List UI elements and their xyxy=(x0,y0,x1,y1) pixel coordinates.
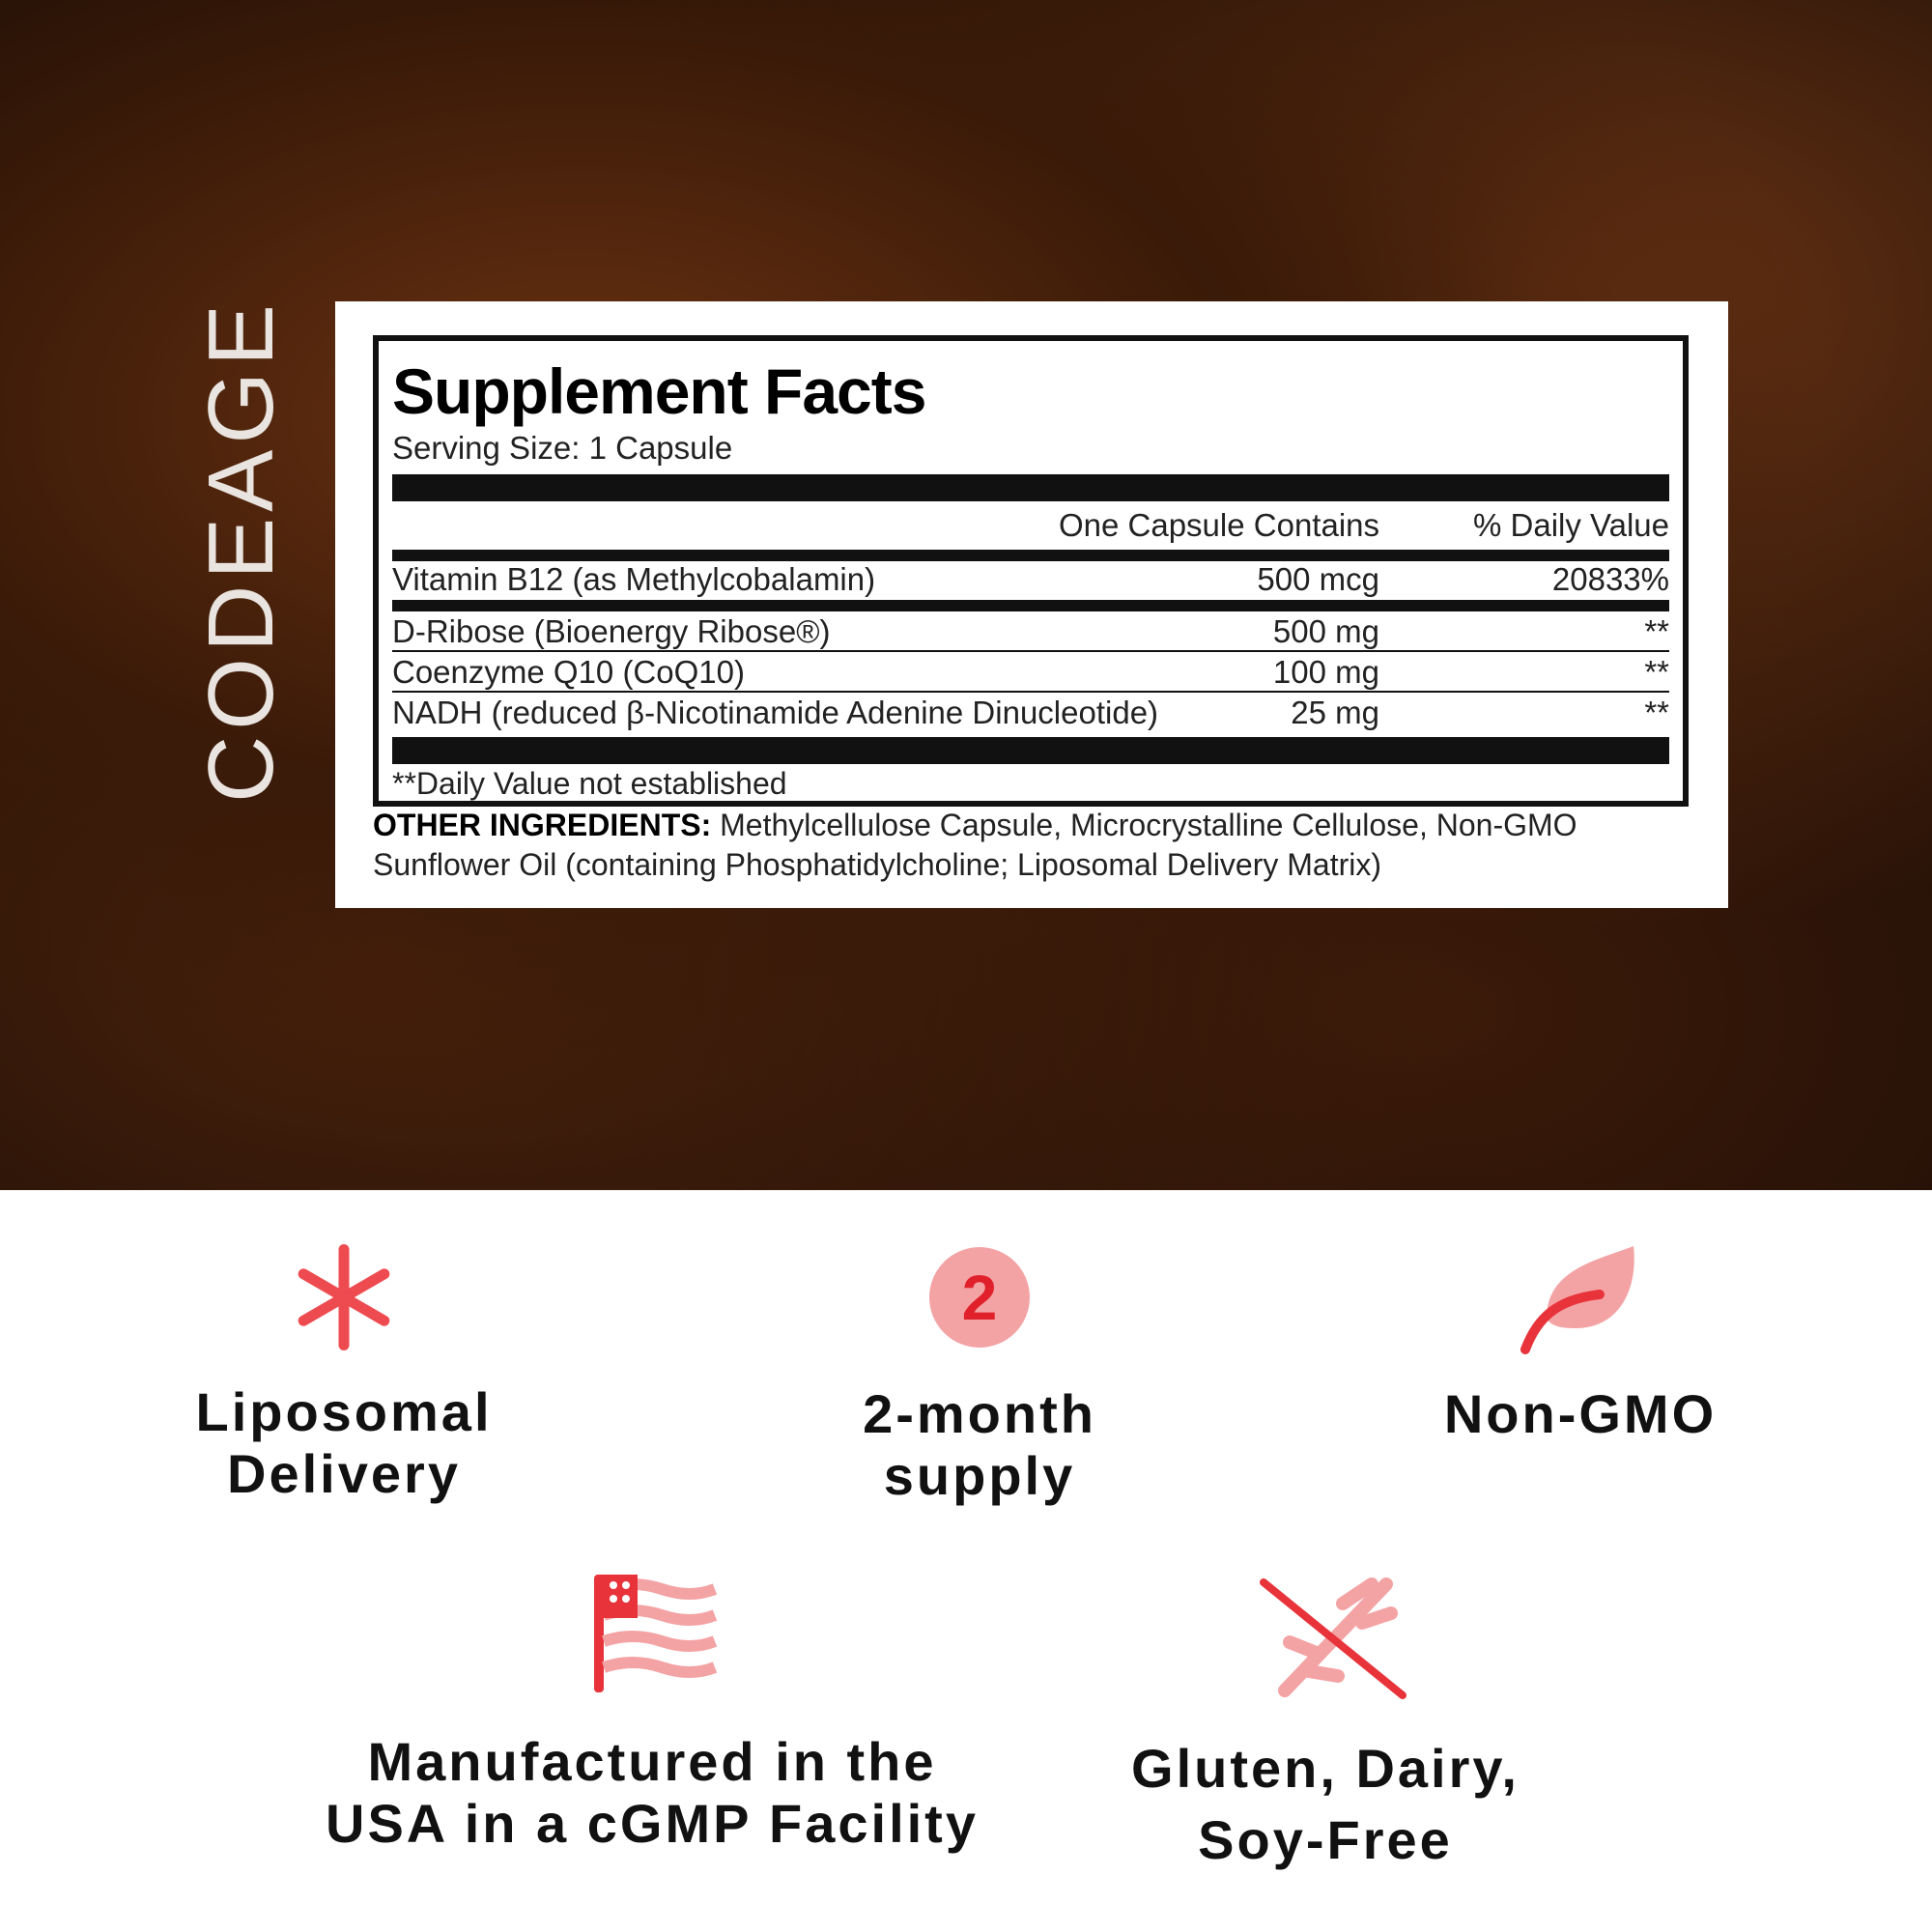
usa-flag-icon xyxy=(594,1575,718,1692)
table-row: Vitamin B12 (as Methylcobalamin) 500 mcg… xyxy=(392,561,1669,600)
divider-bar xyxy=(392,550,1669,561)
feature-line: Manufactured in the xyxy=(367,1731,937,1792)
number-2-icon: 2 xyxy=(929,1247,1030,1348)
feature-line: USA in a cGMP Facility xyxy=(326,1793,979,1854)
ingredient-amount: 500 mcg xyxy=(1257,561,1379,597)
other-ingredients-label: OTHER INGREDIENTS: xyxy=(373,808,712,842)
supplement-label: Supplement Facts Serving Size: 1 Capsule… xyxy=(335,301,1728,908)
brand-logo: CODEAGE xyxy=(189,298,293,804)
hero-background: CODEAGE Supplement Facts Serving Size: 1… xyxy=(0,0,1932,1190)
leaf-icon xyxy=(1520,1246,1634,1354)
feature-made-in-usa: Manufactured in the USA in a cGMP Facilit… xyxy=(326,1731,979,1855)
ingredient-dv: ** xyxy=(1644,654,1669,690)
feature-2-month-supply: 2-month supply xyxy=(863,1383,1096,1507)
divider-bar xyxy=(392,737,1669,764)
feature-line: Liposomal xyxy=(195,1381,493,1442)
feature-line: Delivery xyxy=(227,1443,461,1504)
feature-non-gmo: Non-GMO xyxy=(1444,1383,1717,1445)
other-ingredients-text: Methylcellulose Capsule, Microcrystallin… xyxy=(373,808,1577,882)
facts-header-row: One Capsule Contains % Daily Value xyxy=(392,507,1669,546)
feature-line: Gluten, Dairy, xyxy=(1131,1738,1520,1799)
supplement-facts-box: Supplement Facts Serving Size: 1 Capsule… xyxy=(373,335,1689,807)
dv-header: % Daily Value xyxy=(1473,507,1669,543)
feature-line: supply xyxy=(883,1445,1076,1506)
icon-number: 2 xyxy=(961,1262,998,1333)
ingredient-name: Coenzyme Q10 (CoQ10) xyxy=(392,654,745,690)
serving-size: Serving Size: 1 Capsule xyxy=(392,430,733,466)
divider-line xyxy=(392,691,1669,693)
ingredient-amount: 500 mg xyxy=(1272,613,1379,649)
ingredient-name: NADH (reduced β-Nicotinamide Adenine Din… xyxy=(392,695,1159,730)
ingredient-amount: 25 mg xyxy=(1291,695,1379,730)
feature-allergen-free: Gluten, Dairy, Soy-Free xyxy=(1131,1733,1520,1876)
amount-header: One Capsule Contains xyxy=(1058,507,1379,543)
table-row: NADH (reduced β-Nicotinamide Adenine Din… xyxy=(392,695,1669,733)
feature-line: 2-month xyxy=(863,1383,1096,1444)
asterisk-icon xyxy=(298,1244,390,1350)
ingredient-name: D-Ribose (Bioenergy Ribose®) xyxy=(392,613,831,649)
divider-line xyxy=(392,650,1669,652)
other-ingredients: OTHER INGREDIENTS: Methylcellulose Capsu… xyxy=(373,806,1706,885)
footnote: **Daily Value not established xyxy=(392,766,787,801)
table-row: D-Ribose (Bioenergy Ribose®) 500 mg ** xyxy=(392,613,1669,652)
ingredient-dv: ** xyxy=(1644,695,1669,730)
feature-line: Non-GMO xyxy=(1443,1383,1718,1444)
feature-line: Soy-Free xyxy=(1198,1809,1453,1870)
ingredient-dv: 20833% xyxy=(1551,561,1669,597)
feature-liposomal-delivery: Liposomal Delivery xyxy=(195,1381,492,1505)
ingredient-name: Vitamin B12 (as Methylcobalamin) xyxy=(392,561,876,597)
divider-bar xyxy=(392,600,1669,611)
divider-bar xyxy=(392,474,1669,501)
ingredient-amount: 100 mg xyxy=(1272,654,1379,690)
facts-title: Supplement Facts xyxy=(392,355,926,427)
ingredient-dv: ** xyxy=(1644,613,1669,649)
no-wheat-icon xyxy=(1260,1577,1406,1699)
table-row: Coenzyme Q10 (CoQ10) 100 mg ** xyxy=(392,654,1669,693)
